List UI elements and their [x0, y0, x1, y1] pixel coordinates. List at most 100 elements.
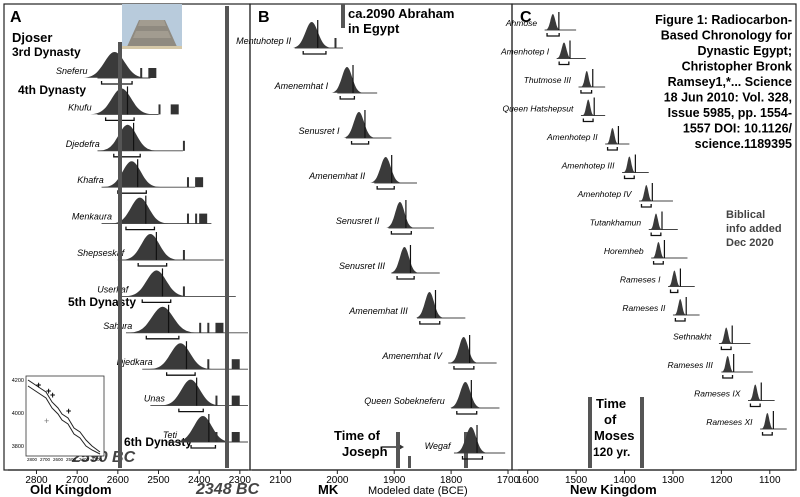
- guide-2348: [225, 6, 229, 468]
- density-horemheb: [652, 242, 665, 258]
- row-label-djedefra: Djedefra: [66, 139, 100, 149]
- inset-x-tick-2300: 2300: [92, 457, 103, 462]
- date-marker-unas-1: [231, 395, 240, 406]
- biblical-line-3: Dec 2020: [726, 237, 774, 249]
- range-bracket-amenemhat-i: [339, 96, 356, 100]
- density-rameses-ix: [749, 384, 762, 401]
- tick-label-1500: 1500: [565, 475, 588, 486]
- row-label-djedkara: Djedkara: [117, 357, 153, 367]
- djoser-label: Djoser: [12, 30, 52, 45]
- density-wegaf: [454, 427, 488, 453]
- caption-line-4: Christopher Bronk: [682, 60, 792, 74]
- density-queen-sobekneferu: [448, 382, 482, 408]
- range-bracket-khafra: [117, 190, 147, 194]
- guide-2590: [118, 42, 122, 468]
- row-label-rameses-xi: Rameses XI: [706, 417, 753, 427]
- range-bracket-thutmose-iii: [580, 90, 593, 94]
- svg-text:+: +: [66, 406, 71, 416]
- date-marker-teti-0: [215, 432, 218, 442]
- row-label-unas: Unas: [144, 394, 166, 404]
- tick-label-2500: 2500: [147, 475, 170, 486]
- range-bracket-amenemhat-ii: [376, 186, 395, 190]
- date-marker-menkaura-1: [195, 213, 198, 224]
- abraham-line-1: ca.2090 Abraham: [348, 6, 454, 21]
- tick-label-2400: 2400: [188, 475, 211, 486]
- density-amenhotep-i: [556, 42, 572, 59]
- row-label-senusret-ii: Senusret II: [336, 216, 380, 226]
- figure-caption: Figure 1: Radiocarbon- Based Chronology f…: [655, 13, 792, 151]
- inset-x-tick-2600: 2600: [53, 457, 64, 462]
- row-label-rameses-ix: Rameses IX: [694, 389, 741, 399]
- row-label-amenemhat-iv: Amenemhat IV: [381, 351, 443, 361]
- dynasty6-label: 6th Dynasty: [124, 435, 192, 449]
- density-amenhotep-iii: [623, 156, 636, 173]
- date-marker-khufu-0: [158, 104, 161, 115]
- date-marker-sahura-2: [215, 322, 224, 333]
- range-bracket-shepseskaf: [137, 263, 168, 267]
- row-label-wegaf: Wegaf: [425, 441, 452, 451]
- joseph-line-1: Time of: [334, 428, 381, 443]
- density-rameses-iii: [721, 356, 734, 372]
- row-label-rameses-iii: Rameses III: [667, 360, 713, 370]
- abraham-line-2: in Egypt: [348, 21, 400, 36]
- range-bracket-amenemhat-iv: [453, 366, 475, 370]
- range-bracket-wegaf: [461, 456, 484, 460]
- density-amenhotep-iv: [640, 185, 653, 201]
- row-label-teti: Teti: [163, 430, 178, 440]
- density-djedefra: [99, 124, 157, 151]
- range-bracket-sneferu: [100, 81, 133, 85]
- row-label-userkaf: Userkaf: [97, 284, 130, 294]
- date-2348-label: 2348 BC: [195, 481, 260, 497]
- density-senusret-iii: [389, 247, 419, 273]
- tick-label-2100: 2100: [269, 475, 292, 486]
- range-bracket-rameses-iii: [722, 375, 734, 379]
- row-label-queen-hatshepsut: Queen Hatshepsut: [502, 104, 574, 114]
- row-label-amenemhat-iii: Amenemhat III: [348, 306, 408, 316]
- density-userkaf: [125, 270, 188, 297]
- date-marker-sahura-1: [207, 322, 210, 333]
- row-label-khufu: Khufu: [68, 102, 92, 112]
- caption-line-7: Issue 5985, pp. 1554-: [668, 106, 792, 120]
- moses-marker-right: [640, 397, 644, 468]
- date-marker-menkaura-0: [186, 213, 189, 224]
- row-label-amenemhat-i: Amenemhat I: [274, 81, 329, 91]
- row-label-ahmose: Ahmose: [505, 18, 537, 28]
- inset-x-tick-2500: 2500: [66, 457, 77, 462]
- date-marker-sahura-0: [199, 322, 202, 333]
- inset-y-tick-3800: 3800: [12, 444, 24, 450]
- date-marker-khufu-1: [170, 104, 179, 115]
- range-bracket-menkaura: [125, 226, 156, 231]
- density-amenemhat-iv: [449, 337, 479, 363]
- density-mentuhotep-ii: [291, 22, 332, 48]
- panel-c-marks: Ahmose Amenhotep I Thutmose III Queen Hatsh…: [500, 12, 787, 436]
- range-bracket-queen-sobekneferu: [456, 411, 478, 415]
- svg-text:+: +: [36, 380, 41, 390]
- row-label-rameses-i: Rameses I: [620, 275, 661, 285]
- density-tutankhamun: [649, 213, 663, 230]
- range-bracket-amenhotep-iii: [623, 175, 635, 180]
- range-bracket-horemheb: [652, 261, 664, 265]
- date-marker-sneferu-0: [140, 68, 143, 78]
- density-thutmose-iii: [580, 71, 593, 87]
- moses-line-1: Time: [596, 396, 626, 411]
- date-marker-mentuhotep-ii-0: [334, 38, 337, 48]
- moses-line-4: 120 yr.: [593, 445, 630, 459]
- density-ahmose: [545, 14, 561, 30]
- density-menkaura: [111, 197, 169, 224]
- density-sahura: [128, 306, 197, 333]
- density-sneferu: [82, 52, 148, 78]
- range-bracket-sahura: [145, 335, 180, 340]
- dynasty5-label: 5th Dynasty: [68, 295, 136, 309]
- joseph-marker-left: [396, 432, 400, 468]
- svg-text:+: +: [50, 390, 55, 400]
- tick-label-2000: 2000: [326, 475, 349, 486]
- range-bracket-tutankhamun: [650, 232, 662, 237]
- range-bracket-senusret-iii: [396, 276, 415, 280]
- row-label-khafra: Khafra: [77, 175, 104, 185]
- date-marker-shepseskaf-0: [182, 250, 185, 260]
- panel-b-x-axis: 2100 2000 1900 1800 1700: [252, 469, 520, 486]
- range-bracket-mentuhotep-ii: [302, 51, 327, 55]
- row-label-rameses-ii: Rameses II: [622, 303, 666, 313]
- row-label-amenemhat-ii: Amenemhat II: [308, 171, 366, 181]
- caption-line-1: Figure 1: Radiocarbon-: [655, 13, 792, 27]
